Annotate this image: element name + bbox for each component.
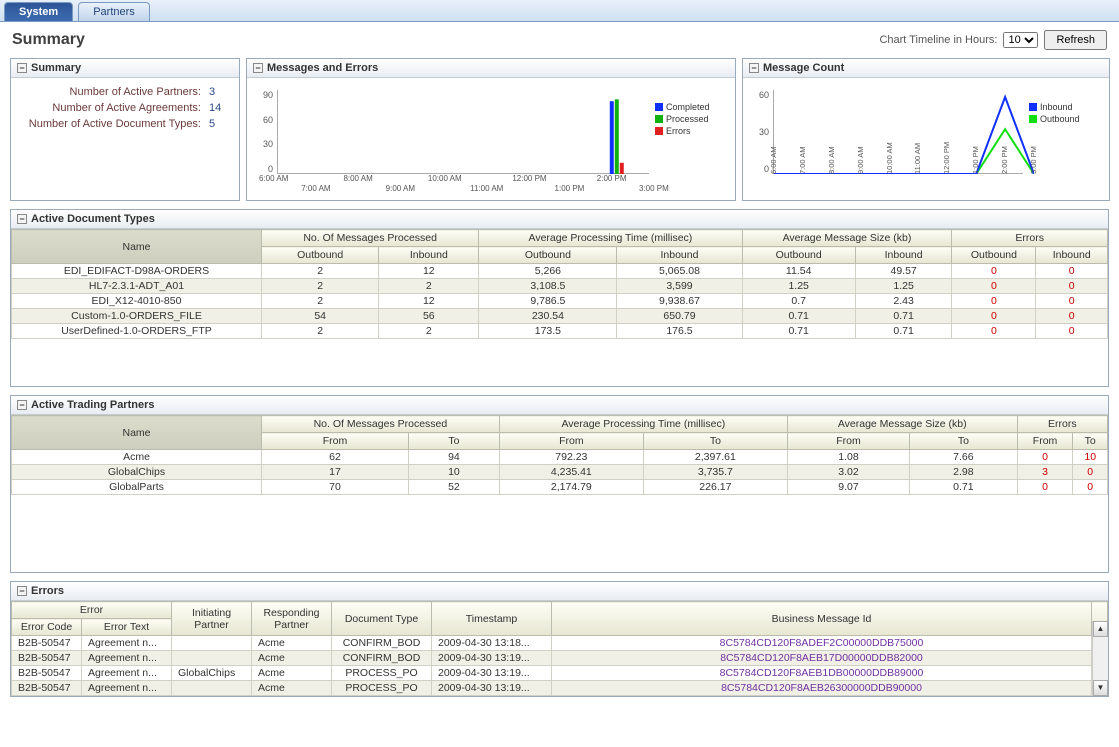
table-row[interactable]: B2B-50547Agreement n...AcmeCONFIRM_BOD20… xyxy=(12,651,1108,666)
errors-title: Errors xyxy=(31,585,64,597)
legend-label: Inbound xyxy=(1040,102,1073,112)
doc-types-section: −Active Document Types NameNo. Of Messag… xyxy=(10,209,1109,387)
messages-errors-panel: −Messages and Errors 90603006:00 AM7:00 … xyxy=(246,58,736,201)
table-row[interactable]: B2B-50547Agreement n...GlobalChipsAcmePR… xyxy=(12,666,1108,681)
summary-value: 3 xyxy=(209,86,229,98)
scroll-down-icon[interactable]: ▼ xyxy=(1093,680,1108,696)
legend-label: Outbound xyxy=(1040,114,1080,124)
collapse-icon[interactable]: − xyxy=(17,214,27,224)
summary-label: Number of Active Agreements: xyxy=(52,102,201,114)
table-row[interactable]: HL7-2.3.1-ADT_A01223,108.53,5991.251.250… xyxy=(12,279,1108,294)
timeline-select[interactable]: 10 xyxy=(1003,32,1038,48)
page-title: Summary xyxy=(12,31,85,49)
summary-label: Number of Active Document Types: xyxy=(29,118,201,130)
partners-section: −Active Trading Partners NameNo. Of Mess… xyxy=(10,395,1109,573)
partners-title: Active Trading Partners xyxy=(31,399,155,411)
collapse-icon[interactable]: − xyxy=(17,400,27,410)
tab-partners[interactable]: Partners xyxy=(78,2,150,21)
partners-table: NameNo. Of Messages ProcessedAverage Pro… xyxy=(11,415,1108,495)
table-row[interactable]: B2B-50547Agreement n...AcmePROCESS_PO200… xyxy=(12,681,1108,696)
table-row[interactable]: EDI_X12-4010-8502129,786.59,938.670.72.4… xyxy=(12,294,1108,309)
table-row[interactable]: UserDefined-1.0-ORDERS_FTP22173.5176.50.… xyxy=(12,324,1108,339)
count-title: Message Count xyxy=(763,62,844,74)
scroll-up-icon[interactable]: ▲ xyxy=(1093,621,1108,637)
message-count-panel: −Message Count 603006:00 AM7:00 AM8:00 A… xyxy=(742,58,1110,201)
header-row: Summary Chart Timeline in Hours: 10 Refr… xyxy=(0,22,1119,58)
table-row[interactable]: GlobalParts70522,174.79226.179.070.7100 xyxy=(12,480,1108,495)
errors-scrollbar[interactable]: ▲ ▼ xyxy=(1092,621,1108,696)
summary-value: 14 xyxy=(209,102,229,114)
collapse-icon[interactable]: − xyxy=(17,586,27,596)
legend-label: Errors xyxy=(666,126,691,136)
refresh-button[interactable]: Refresh xyxy=(1044,30,1107,50)
table-row[interactable]: EDI_EDIFACT-D98A-ORDERS2125,2665,065.081… xyxy=(12,264,1108,279)
controls: Chart Timeline in Hours: 10 Refresh xyxy=(879,30,1107,50)
summary-panel: −Summary Number of Active Partners: 3 Numb… xyxy=(10,58,240,201)
tab-system[interactable]: System xyxy=(4,2,73,21)
table-row[interactable]: Acme6294792.232,397.611.087.66010 xyxy=(12,450,1108,465)
legend-label: Completed xyxy=(666,102,710,112)
collapse-icon[interactable]: − xyxy=(17,63,27,73)
legend-label: Processed xyxy=(666,114,709,124)
table-row[interactable]: Custom-1.0-ORDERS_FILE5456230.54650.790.… xyxy=(12,309,1108,324)
summary-title: Summary xyxy=(31,62,81,74)
messages-title: Messages and Errors xyxy=(267,62,378,74)
errors-section: −Errors ErrorInitiating PartnerRespondin… xyxy=(10,581,1109,697)
collapse-icon[interactable]: − xyxy=(253,63,263,73)
table-row[interactable]: GlobalChips17104,235.413,735.73.022.9830 xyxy=(12,465,1108,480)
summary-label: Number of Active Partners: xyxy=(70,86,201,98)
errors-table: ErrorInitiating PartnerResponding Partne… xyxy=(11,601,1108,696)
collapse-icon[interactable]: − xyxy=(749,63,759,73)
doc-types-table: NameNo. Of Messages ProcessedAverage Pro… xyxy=(11,229,1108,339)
doc-types-title: Active Document Types xyxy=(31,213,155,225)
summary-value: 5 xyxy=(209,118,229,130)
tab-bar: System Partners xyxy=(0,0,1119,22)
table-row[interactable]: B2B-50547Agreement n...AcmeCONFIRM_BOD20… xyxy=(12,636,1108,651)
timeline-label: Chart Timeline in Hours: xyxy=(879,34,997,46)
